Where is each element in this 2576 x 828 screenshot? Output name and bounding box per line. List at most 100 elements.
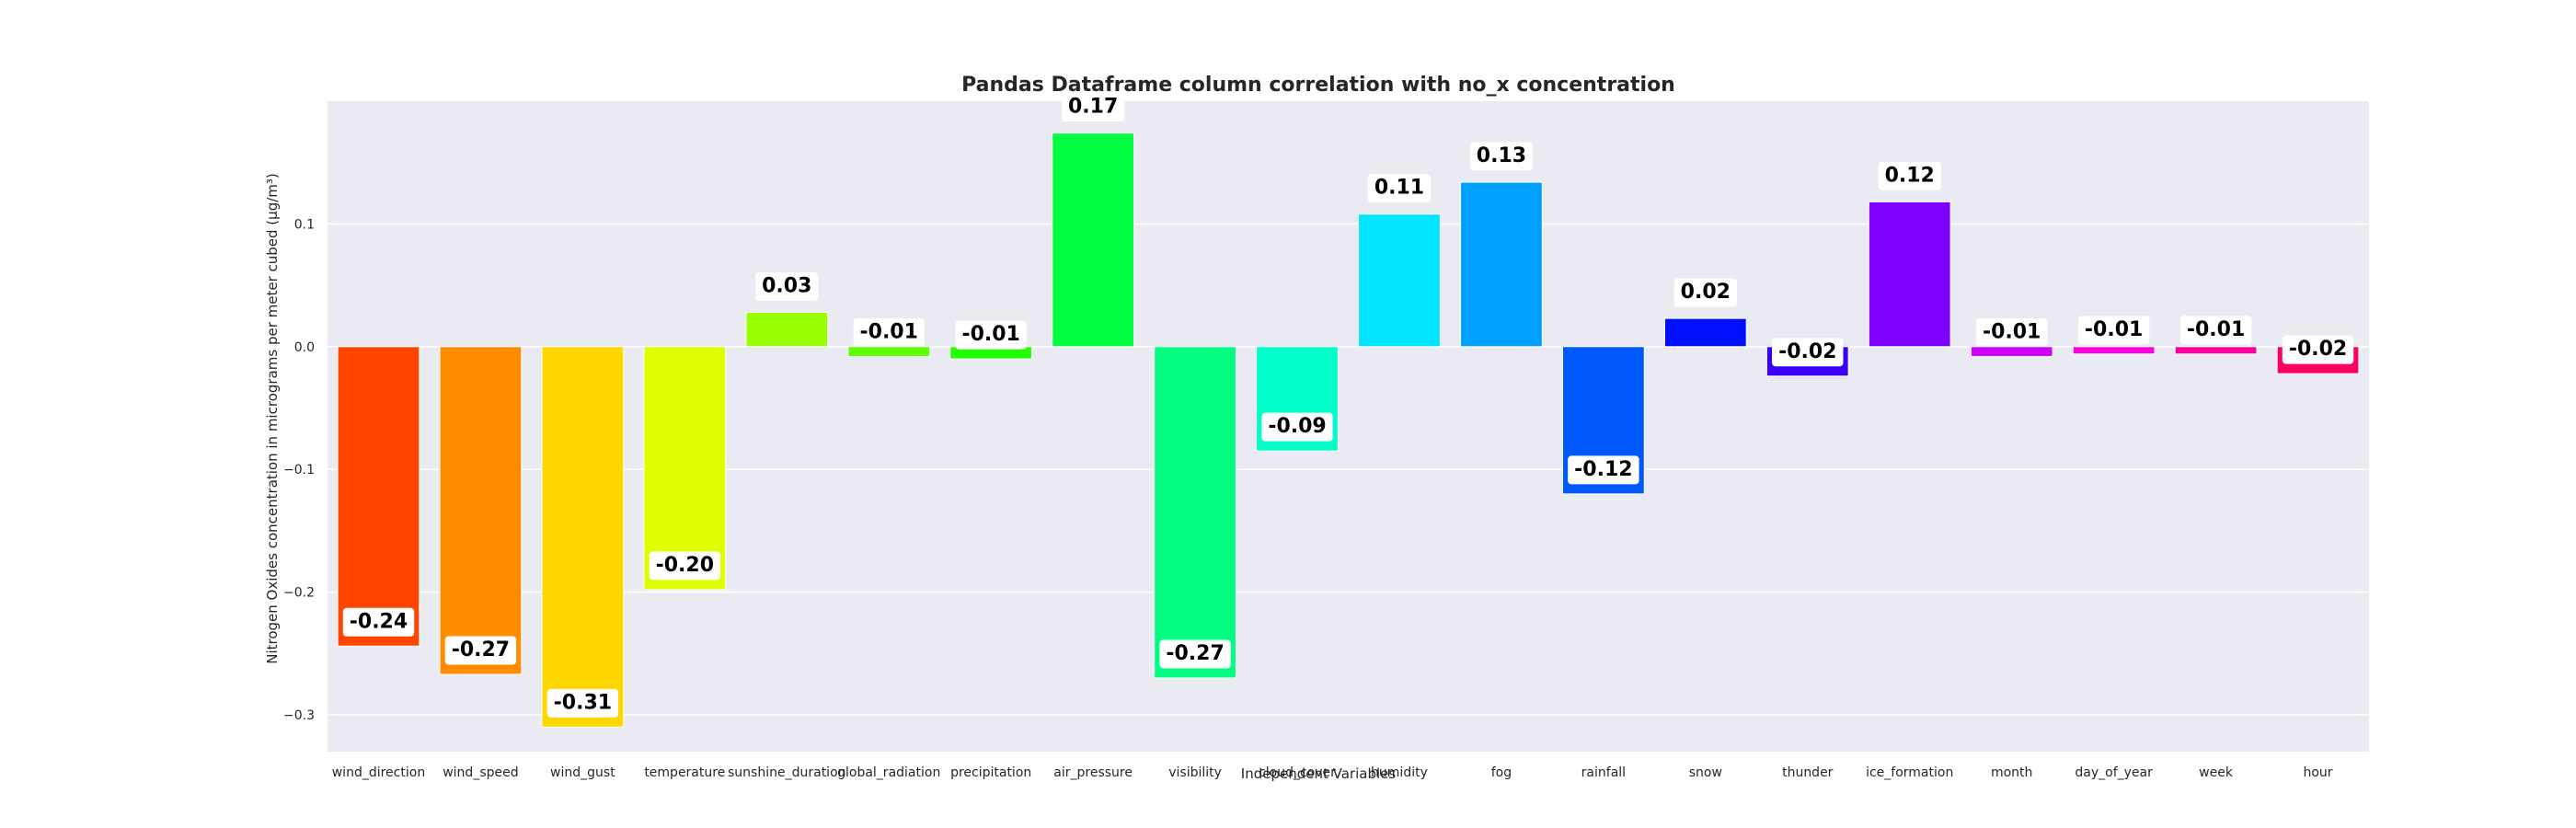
data-label-box bbox=[1568, 455, 1639, 485]
data-label-text: 0.03 bbox=[762, 274, 811, 297]
x-tick-label: wind_direction bbox=[332, 765, 425, 780]
x-tick-label: week bbox=[2199, 765, 2234, 780]
data-labels: -0.24 -0.27 -0.31 -0.20 0.03 -0.01 -0.01 0.17 -0… bbox=[342, 93, 2354, 718]
data-label-box bbox=[955, 320, 1027, 350]
data-label-box bbox=[1159, 639, 1231, 669]
data-label-text: -0.27 bbox=[452, 638, 510, 661]
data-label: 0.13 bbox=[1469, 142, 1534, 171]
data-label: 0.03 bbox=[755, 271, 819, 301]
data-label-text: -0.01 bbox=[860, 320, 918, 343]
data-label: 0.02 bbox=[1673, 278, 1737, 307]
x-tick-label: humidity bbox=[1371, 765, 1428, 780]
data-label-text: 0.11 bbox=[1374, 177, 1424, 200]
x-axis-label: Independent Variables bbox=[1241, 765, 1397, 782]
data-label-box bbox=[2179, 316, 2252, 345]
x-tick-label: cloud_cover bbox=[1259, 765, 1336, 780]
data-label: -0.01 bbox=[955, 320, 1027, 350]
data-label-text: -0.24 bbox=[350, 610, 408, 633]
bar-temperature bbox=[643, 346, 727, 591]
data-label: -0.09 bbox=[1261, 412, 1333, 442]
bar-wind-gust bbox=[541, 346, 625, 728]
bar-humidity bbox=[1358, 213, 1441, 348]
data-label-box bbox=[1261, 412, 1333, 442]
y-axis-ticks: 0.1 0.0 −0.1 −0.2 −0.3 bbox=[283, 217, 315, 723]
x-tick-label: global_radiation bbox=[837, 765, 940, 780]
bar-snow bbox=[1663, 317, 1747, 348]
data-label: -0.01 bbox=[2179, 316, 2252, 345]
x-tick-label: temperature bbox=[644, 765, 725, 780]
data-label-box bbox=[1772, 338, 1844, 367]
x-axis-ticks: wind_direction wind_speed wind_gust tempera… bbox=[332, 765, 2333, 780]
x-tick-label: visibility bbox=[1168, 765, 1222, 780]
x-tick-label: air_pressure bbox=[1053, 765, 1133, 780]
data-label: -0.24 bbox=[342, 607, 415, 637]
bar-month bbox=[1970, 346, 2053, 357]
bar-sunshine-duration bbox=[745, 311, 829, 348]
x-tick-label: wind_gust bbox=[550, 765, 615, 780]
x-tick-label: sunshine_duration bbox=[728, 765, 846, 780]
plot-background bbox=[328, 101, 2369, 752]
bar-day-of-year bbox=[2072, 346, 2156, 355]
data-label: 0.12 bbox=[1878, 161, 1941, 190]
data-label-box bbox=[2077, 316, 2150, 345]
x-tick-label: precipitation bbox=[950, 765, 1031, 780]
data-label: -0.31 bbox=[546, 688, 619, 718]
y-tick-label: −0.1 bbox=[283, 463, 315, 477]
data-label-box bbox=[342, 607, 415, 637]
data-label-text: -0.01 bbox=[2085, 318, 2143, 341]
x-tick-label: wind_speed bbox=[443, 765, 518, 780]
bar-wind-speed bbox=[439, 346, 523, 675]
data-label-box bbox=[1878, 161, 1941, 190]
bar-air-pressure bbox=[1052, 132, 1135, 348]
data-label-box bbox=[755, 271, 819, 301]
bar-fog bbox=[1460, 181, 1543, 348]
x-tick-label: day_of_year bbox=[2075, 765, 2153, 780]
data-label-box bbox=[546, 688, 619, 718]
y-tick-label: 0.0 bbox=[294, 340, 315, 355]
chart-title: Pandas Dataframe column correlation with… bbox=[961, 74, 1675, 97]
bar-visibility bbox=[1154, 346, 1236, 679]
y-axis-label: Nitrogen Oxides concentration in microgr… bbox=[264, 173, 281, 664]
data-label: 0.17 bbox=[1061, 93, 1125, 122]
data-label: -0.02 bbox=[1772, 338, 1844, 367]
bar-ice-formation bbox=[1868, 201, 1951, 348]
x-tick-label: snow bbox=[1689, 765, 1722, 780]
data-label-text: -0.01 bbox=[961, 323, 1019, 346]
data-label-text: -0.02 bbox=[1778, 340, 1836, 363]
x-tick-label: month bbox=[1991, 765, 2032, 780]
data-label-text: 0.02 bbox=[1681, 281, 1731, 304]
x-tick-label: fog bbox=[1491, 765, 1512, 780]
data-label-box bbox=[1367, 174, 1432, 203]
data-label: -0.01 bbox=[1975, 317, 2048, 347]
data-label: -0.02 bbox=[2282, 335, 2354, 364]
data-label-text: -0.20 bbox=[656, 554, 714, 577]
x-tick-label: hour bbox=[2303, 765, 2332, 780]
data-label-box bbox=[1061, 93, 1125, 122]
x-tick-label: rainfall bbox=[1581, 765, 1626, 780]
data-label: -0.20 bbox=[649, 551, 721, 581]
bar-wind-direction bbox=[337, 346, 420, 647]
data-label-box bbox=[853, 317, 925, 347]
data-label-text: -0.12 bbox=[1574, 458, 1632, 481]
x-tick-label: thunder bbox=[1782, 765, 1834, 780]
data-label-text: -0.09 bbox=[1268, 415, 1326, 438]
data-label-text: 0.12 bbox=[1885, 164, 1935, 187]
y-tick-label: −0.3 bbox=[283, 708, 315, 723]
data-label-text: -0.02 bbox=[2289, 338, 2347, 361]
data-label-text: -0.31 bbox=[554, 691, 612, 714]
data-label-box bbox=[1469, 142, 1534, 171]
data-label-box bbox=[2282, 335, 2354, 364]
y-tick-label: 0.1 bbox=[294, 217, 315, 232]
data-label: 0.11 bbox=[1367, 174, 1432, 203]
data-label-box bbox=[1975, 317, 2048, 347]
bars bbox=[337, 132, 2360, 728]
bar-global-radiation bbox=[847, 346, 931, 357]
data-label: -0.01 bbox=[2077, 316, 2150, 345]
data-label: -0.27 bbox=[1159, 639, 1231, 669]
bar-week bbox=[2174, 346, 2258, 355]
data-label-box bbox=[444, 636, 517, 665]
y-tick-label: −0.2 bbox=[283, 586, 315, 601]
data-label: -0.27 bbox=[444, 636, 517, 665]
data-label-text: 0.17 bbox=[1068, 96, 1118, 119]
